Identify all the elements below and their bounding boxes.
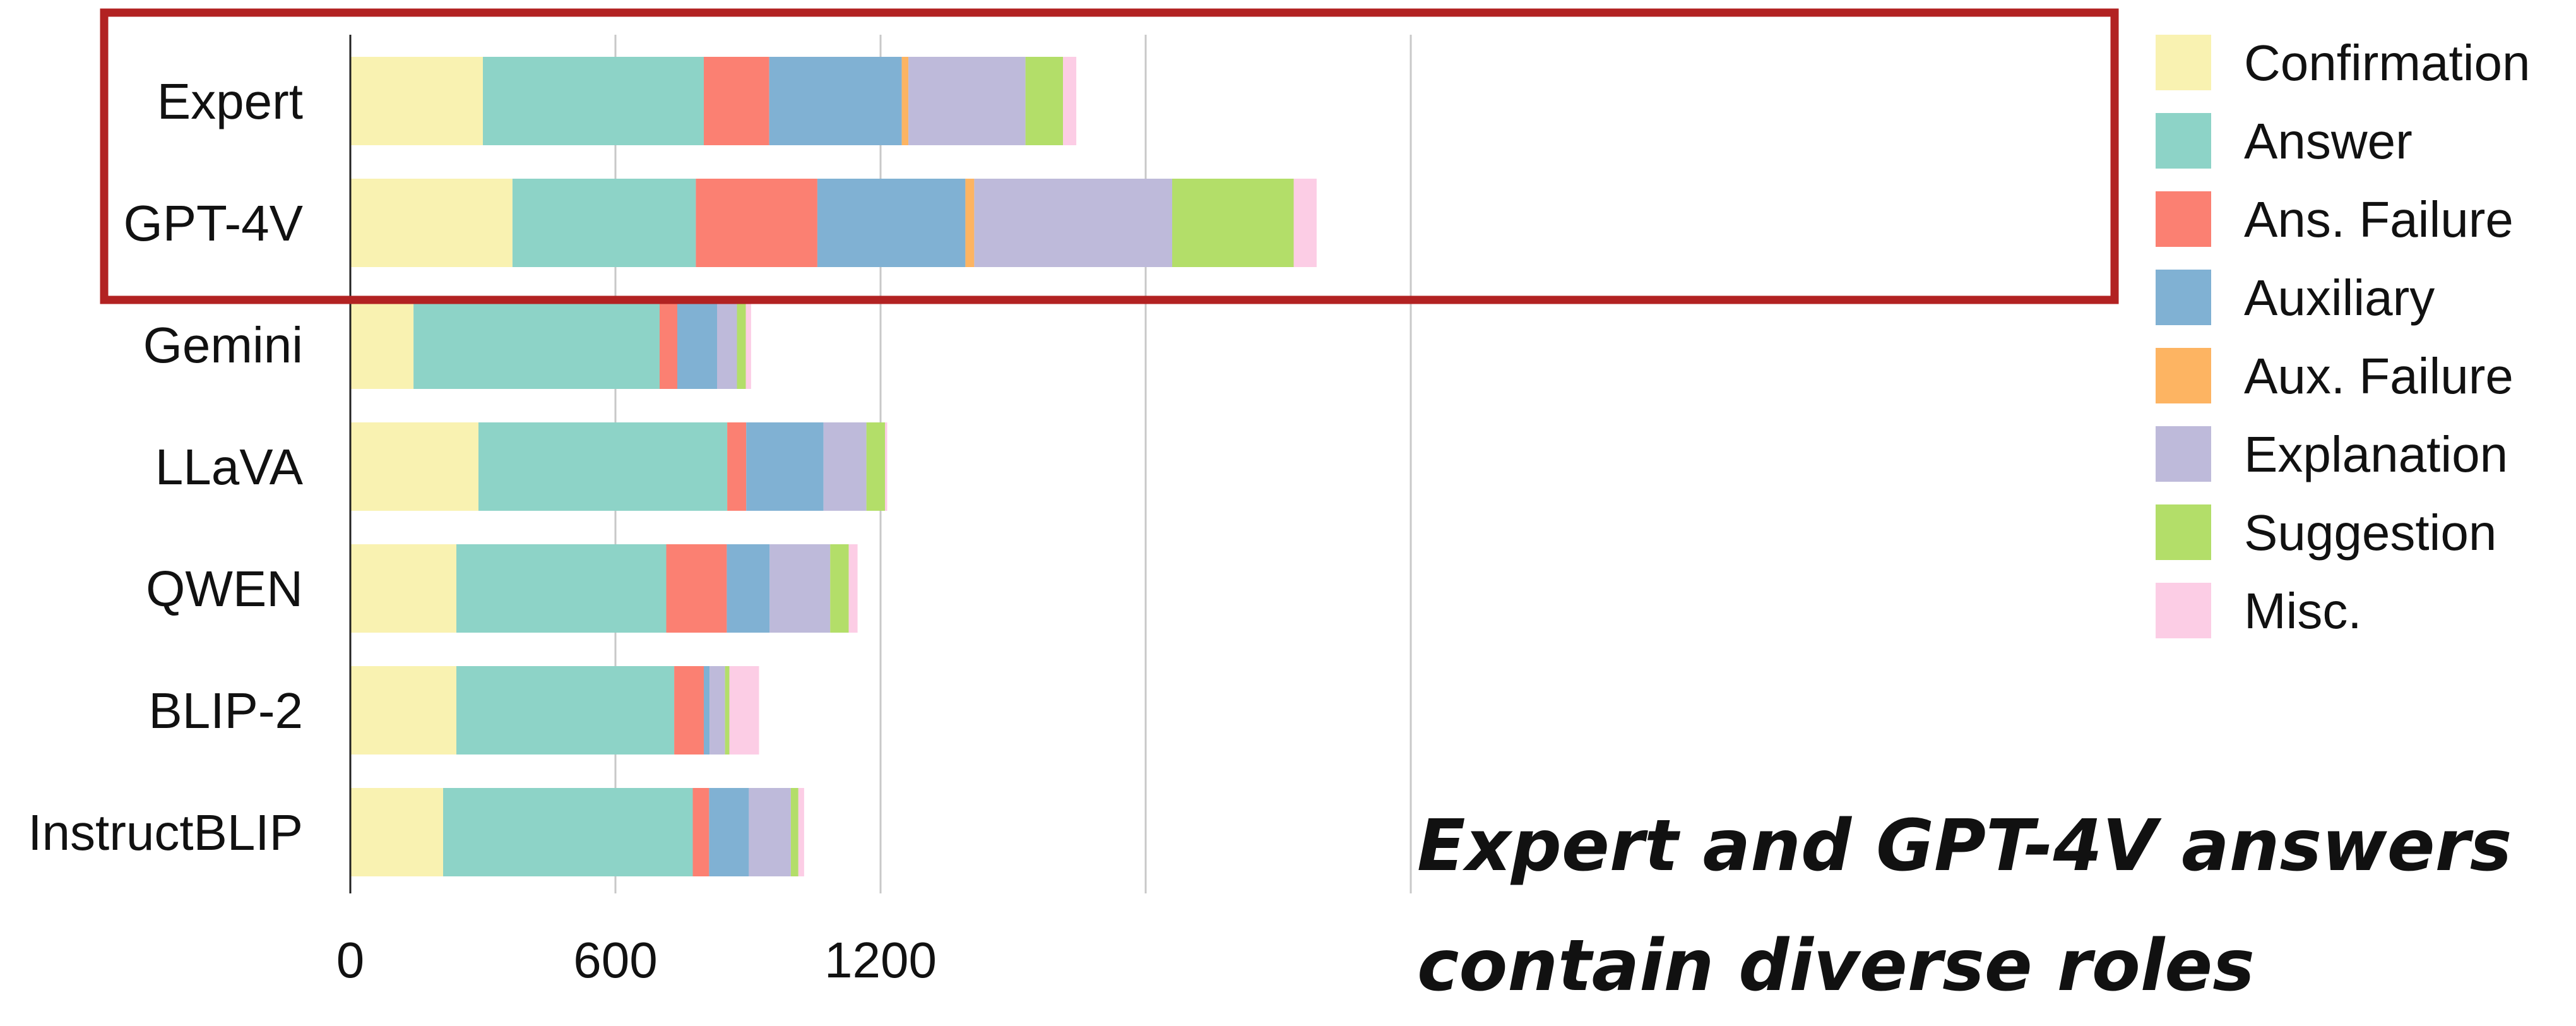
- bar-segment: [709, 788, 749, 876]
- bar-segment: [749, 788, 791, 876]
- bar-segment: [443, 788, 693, 876]
- bar-segment: [350, 422, 478, 511]
- bar-segment: [798, 788, 804, 876]
- bar-segment: [790, 788, 798, 876]
- legend-label: Ans. Failure: [2244, 191, 2514, 248]
- legend-swatch: [2156, 348, 2211, 403]
- category-labels: Expert GPT-4V Gemini LLaVA QWEN BLIP-2 Instruc…: [28, 73, 303, 861]
- bar-segment: [901, 57, 909, 145]
- legend-label: Answer: [2244, 113, 2413, 169]
- bar-segment: [1172, 179, 1294, 267]
- x-tick-label: 600: [573, 932, 657, 981]
- bar-segment: [666, 544, 727, 633]
- legend-label: Suggestion: [2244, 504, 2496, 561]
- bar-segment: [660, 301, 677, 389]
- bar-segment: [674, 666, 704, 755]
- bar-segment: [737, 301, 746, 389]
- bar-segment: [413, 301, 660, 389]
- bar-segment: [830, 544, 849, 633]
- bar-segment: [866, 422, 885, 511]
- bar-segment: [1063, 57, 1077, 145]
- bar-segment: [817, 179, 966, 267]
- chart-annotation: Expert and GPT-4V answers contain divers…: [1417, 786, 2553, 1026]
- legend: Confirmation Answer Ans. Failure Auxiliary A…: [2156, 35, 2531, 639]
- legend-swatch: [2156, 270, 2211, 325]
- bar-segment: [709, 666, 725, 755]
- highlight-box: [100, 8, 2119, 304]
- legend-label: Misc.: [2244, 583, 2362, 639]
- bar-segment: [456, 544, 667, 633]
- bar-segment: [456, 666, 675, 755]
- annotation-line-2: contain diverse roles: [1417, 925, 2255, 1007]
- bar-segment: [1293, 179, 1317, 267]
- stacked-bar-chart: Expert GPT-4V Gemini LLaVA QWEN BLIP-2 Instruc…: [28, 8, 2531, 981]
- legend-swatch: [2156, 426, 2211, 482]
- bar-segment: [350, 57, 483, 145]
- bars: [350, 57, 1317, 876]
- bar-segment: [885, 422, 887, 511]
- category-label: Expert: [157, 73, 303, 129]
- x-tick-labels: 0 600 1200: [336, 932, 937, 981]
- bar-segment: [725, 666, 730, 755]
- bar-segment: [512, 179, 696, 267]
- legend-swatch: [2156, 583, 2211, 638]
- bar-segment: [692, 788, 709, 876]
- bar-segment: [483, 57, 704, 145]
- bar-segment: [745, 301, 751, 389]
- bar-segment: [350, 666, 456, 755]
- legend-label: Aux. Failure: [2244, 348, 2514, 404]
- bar-segment: [848, 544, 858, 633]
- bar-segment: [974, 179, 1172, 267]
- category-label: QWEN: [146, 561, 303, 617]
- bar-segment: [677, 301, 717, 389]
- x-tick-label: 0: [336, 932, 365, 981]
- bar-segment: [746, 422, 824, 511]
- bar-segment: [727, 544, 770, 633]
- bar-segment: [478, 422, 728, 511]
- bar-segment: [350, 788, 443, 876]
- bar-segment: [769, 57, 902, 145]
- category-label: BLIP-2: [148, 683, 303, 739]
- legend-label: Confirmation: [2244, 35, 2531, 91]
- legend-swatch: [2156, 113, 2211, 169]
- legend-label: Explanation: [2244, 426, 2508, 482]
- bar-segment: [823, 422, 867, 511]
- bar-segment: [717, 301, 737, 389]
- bar-segment: [704, 57, 769, 145]
- category-label: LLaVA: [155, 439, 304, 495]
- bar-segment: [350, 179, 513, 267]
- category-label: InstructBLIP: [28, 804, 303, 861]
- category-label: Gemini: [143, 317, 303, 373]
- bar-segment: [1025, 57, 1064, 145]
- bar-segment: [965, 179, 975, 267]
- bar-segment: [696, 179, 817, 267]
- x-tick-label: 1200: [824, 932, 937, 981]
- category-label: GPT-4V: [123, 195, 303, 251]
- bar-segment: [704, 666, 710, 755]
- legend-label: Auxiliary: [2244, 270, 2435, 326]
- bar-segment: [727, 422, 747, 511]
- annotation-line-1: Expert and GPT-4V answers: [1417, 805, 2512, 887]
- bar-segment: [350, 301, 414, 389]
- legend-swatch: [2156, 504, 2211, 560]
- legend-swatch: [2156, 35, 2211, 90]
- bar-segment: [729, 666, 759, 755]
- bar-segment: [908, 57, 1026, 145]
- bar-segment: [769, 544, 831, 633]
- bar-segment: [350, 544, 456, 633]
- legend-swatch: [2156, 191, 2211, 247]
